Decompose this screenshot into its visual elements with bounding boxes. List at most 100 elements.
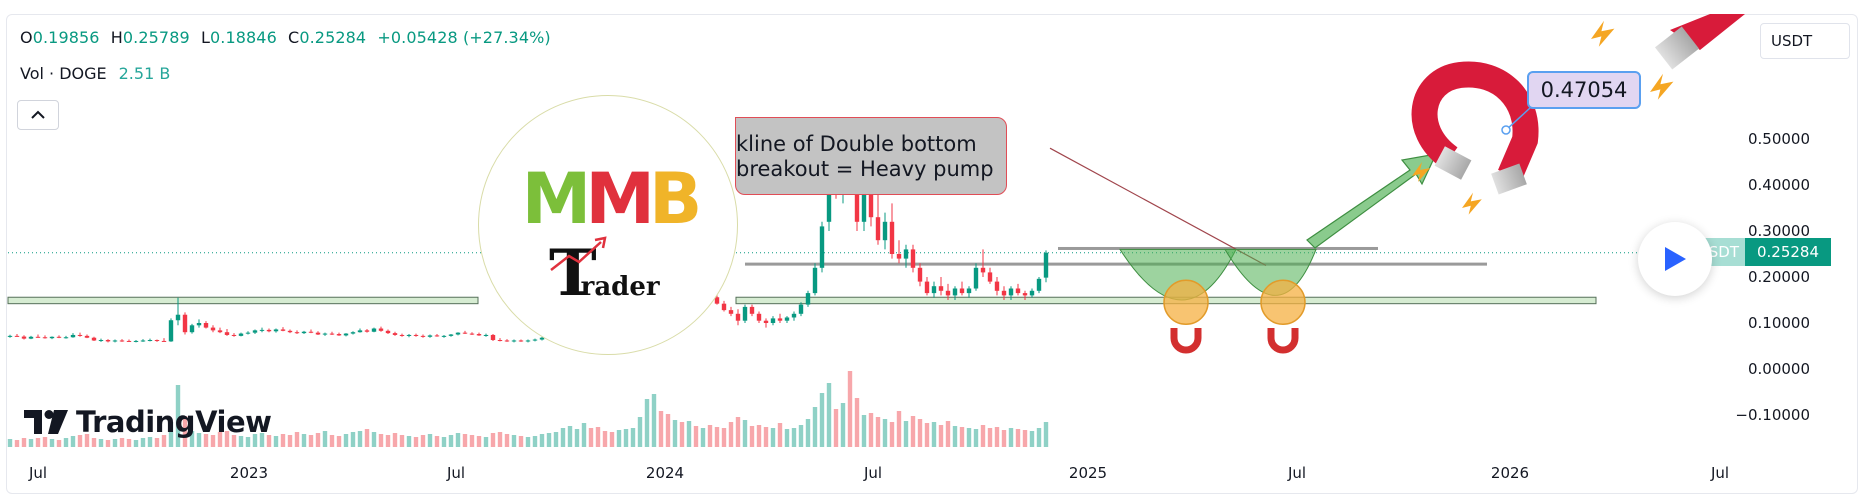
x-tick-label: Jul [446,464,465,482]
currency-button[interactable]: USDT [1760,23,1850,59]
candle-body [1015,288,1021,294]
volume-bar [994,427,1000,447]
volume-bar [833,409,839,447]
volume-bar [588,428,594,447]
candle-body [238,333,244,336]
annotation-callout[interactable]: kline of Double bottom breakout = Heavy … [735,117,1007,195]
volume-bar [413,437,419,447]
volume-bar [273,436,279,447]
candle-body [21,336,27,339]
candle-body [70,334,76,338]
volume-bar [959,427,965,447]
candle-body [525,340,531,342]
volume-bar [903,421,909,447]
tradingview-brand: TradingView [76,405,272,439]
volume-bar [924,423,930,447]
volume-bar [581,423,587,447]
volume-bar [91,438,97,447]
volume-bar [532,436,538,447]
y-tick-label: 0.40000 [1748,176,1810,194]
candle-body [819,226,825,268]
volume-bar [987,428,993,447]
volume-bar [1036,428,1042,447]
candle-body [770,318,776,323]
volume-bar [623,429,629,447]
y-tick-label: 0.20000 [1748,268,1810,286]
play-button[interactable] [1638,222,1712,296]
price-label-anchor [1501,125,1511,135]
volume-bar [42,437,48,447]
volume-bar [329,435,335,447]
volume-bar [812,407,818,447]
candle-body [910,249,916,268]
candle-body [294,332,300,334]
volume-bar [707,425,713,447]
candle-body [511,340,517,342]
candle-body [931,286,937,294]
candle-body [1001,290,1007,296]
bottom-marker [1163,279,1209,326]
tradingview-logo[interactable]: TradingView [24,405,272,439]
volume-bar [777,423,783,447]
overlay-layer [1049,14,1745,354]
chevron-up-icon [31,110,45,119]
volume-bar [280,434,286,447]
volume-bar [224,431,230,447]
magnet-tip [1654,26,1700,70]
axis-layer: 0.50000 0.40000 0.30000 0.20000 0.10000 0.000… [28,130,1810,482]
volume-bar [112,439,118,447]
tradingview-logo-icon [24,410,68,434]
callout-line-2: breakout = Heavy pump [736,157,994,181]
volume-bar [1001,430,1007,447]
volume-bar [14,440,20,447]
volume-bar [882,419,888,447]
volume-bar [70,436,76,447]
volume-bar [182,416,188,447]
candle-body [497,340,503,342]
candle-body [252,330,258,333]
volume-bar [819,393,825,447]
candle-body [959,288,965,294]
candle-body [273,329,279,332]
volume-bar [448,435,454,447]
volume-bar [763,427,769,447]
candle-body [420,335,426,337]
volume-bar [518,436,524,447]
candle-body [469,333,475,335]
volume-bar [483,437,489,447]
target-price-label[interactable]: 0.47054 [1527,71,1641,109]
volume-bar [77,435,83,447]
candle-body [56,336,62,338]
volume-bar [938,425,944,447]
volume-bar [602,431,608,447]
candle-body [126,340,132,342]
volume-bar [287,435,293,447]
candle-body [980,267,986,273]
volume-bar [609,432,615,447]
volume-bar [1029,431,1035,447]
volume-bar [595,427,601,447]
volume-bar [721,428,727,447]
candle-body [987,272,993,282]
candle-body [1043,252,1049,278]
y-tick-label: 0.50000 [1748,130,1810,148]
volume-bar [805,419,811,447]
candle-body [301,331,307,334]
volume-bar [511,435,517,447]
volume-bar [735,417,741,447]
candle-body [1036,278,1042,291]
trend-arrow-icon [550,236,607,271]
candle-body [742,306,748,321]
x-tick-label: 2026 [1491,464,1529,482]
volume-bar [210,435,216,447]
volume-bar [245,437,251,447]
candle-body [777,318,783,321]
candle-body [483,334,489,336]
volume-bar [119,438,125,447]
volume-bar [644,399,650,447]
candle-body [1029,290,1035,296]
volume-bar [315,433,321,447]
volume-bar [336,436,342,447]
collapse-legend-button[interactable] [17,100,59,130]
x-tick-label: Jul [1287,464,1306,482]
